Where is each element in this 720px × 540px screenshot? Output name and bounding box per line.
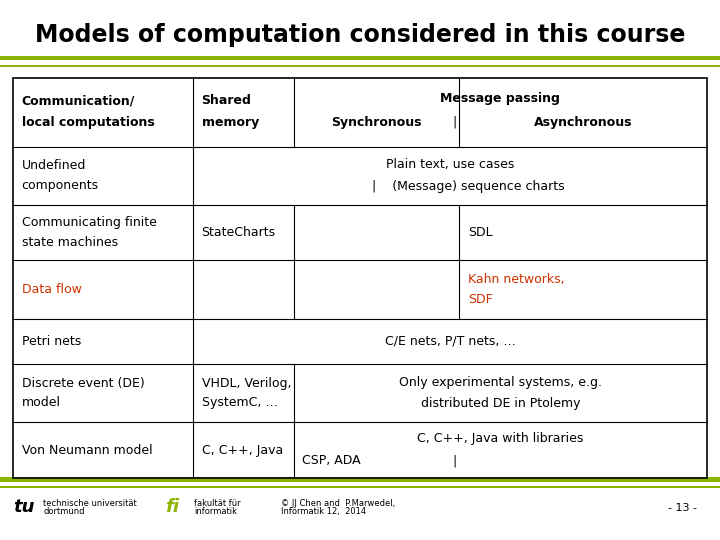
Bar xyxy=(0,65,720,67)
Text: Kahn networks,: Kahn networks, xyxy=(468,273,564,286)
Text: tu: tu xyxy=(13,497,35,516)
Text: |    (Message) sequence charts: | (Message) sequence charts xyxy=(372,180,564,193)
Bar xyxy=(13,78,707,478)
Text: SDL: SDL xyxy=(468,226,492,239)
Text: © JJ Chen and  P.Marwedel,: © JJ Chen and P.Marwedel, xyxy=(281,499,395,508)
Text: Plain text, use cases: Plain text, use cases xyxy=(386,158,514,171)
Text: |: | xyxy=(452,454,456,468)
Text: Petri nets: Petri nets xyxy=(22,335,81,348)
Text: Communicating finite: Communicating finite xyxy=(22,217,156,230)
Text: informatik: informatik xyxy=(194,508,238,516)
Text: technische universität: technische universität xyxy=(43,499,137,508)
Text: Only experimental systems, e.g.: Only experimental systems, e.g. xyxy=(399,376,602,389)
Text: C/E nets, P/T nets, …: C/E nets, P/T nets, … xyxy=(384,335,516,348)
Text: Synchronous: Synchronous xyxy=(331,116,422,129)
Text: memory: memory xyxy=(202,116,259,129)
Text: Discrete event (DE): Discrete event (DE) xyxy=(22,377,144,390)
Text: SDF: SDF xyxy=(468,293,492,306)
Text: dortmund: dortmund xyxy=(43,508,85,516)
Text: Message passing: Message passing xyxy=(441,92,560,105)
Text: distributed DE in Ptolemy: distributed DE in Ptolemy xyxy=(420,397,580,410)
Bar xyxy=(0,477,720,482)
Text: Data flow: Data flow xyxy=(22,283,81,296)
Text: C, C++, Java with libraries: C, C++, Java with libraries xyxy=(417,431,584,445)
Text: model: model xyxy=(22,396,60,409)
Text: fi: fi xyxy=(166,497,179,516)
Text: Undefined: Undefined xyxy=(22,159,86,172)
Text: Communication/: Communication/ xyxy=(22,94,135,107)
Text: Asynchronous: Asynchronous xyxy=(534,116,632,129)
Text: - 13 -: - 13 - xyxy=(668,503,697,512)
Text: components: components xyxy=(22,179,99,192)
Text: Shared: Shared xyxy=(202,94,251,107)
Text: Models of computation considered in this course: Models of computation considered in this… xyxy=(35,23,685,47)
Text: C, C++, Java: C, C++, Java xyxy=(202,443,283,457)
Text: Informatik 12,  2014: Informatik 12, 2014 xyxy=(281,508,366,516)
Text: local computations: local computations xyxy=(22,116,154,129)
Bar xyxy=(0,486,720,488)
Bar xyxy=(0,56,720,60)
Text: state machines: state machines xyxy=(22,236,118,249)
Text: fakultät für: fakultät für xyxy=(194,499,241,508)
Text: CSP, ADA: CSP, ADA xyxy=(302,454,361,468)
Text: Von Neumann model: Von Neumann model xyxy=(22,443,152,457)
Text: |: | xyxy=(452,116,456,129)
Text: StateCharts: StateCharts xyxy=(202,226,276,239)
Text: VHDL, Verilog,: VHDL, Verilog, xyxy=(202,377,291,390)
Text: SystemC, …: SystemC, … xyxy=(202,396,277,409)
